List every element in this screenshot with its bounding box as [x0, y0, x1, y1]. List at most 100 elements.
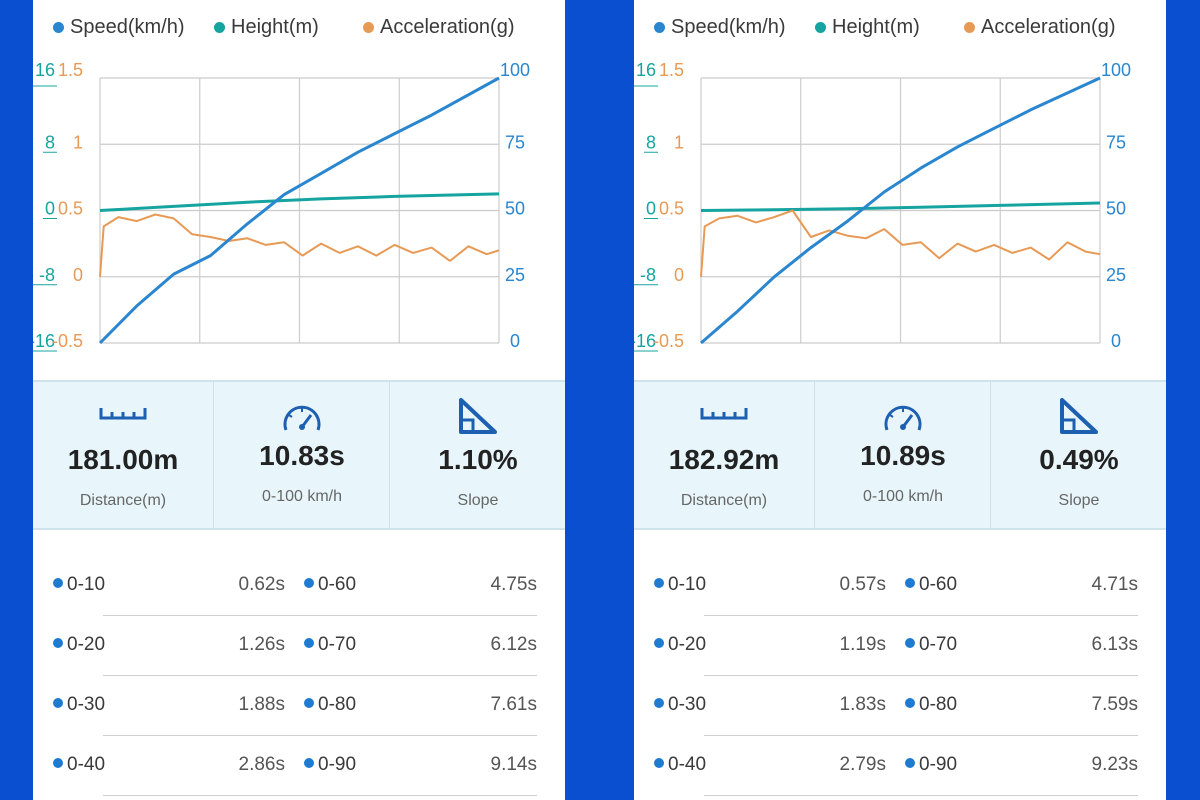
split-dot [905, 637, 915, 648]
split-time-right: 9.23s [1091, 754, 1138, 775]
legend-dot-height [815, 22, 826, 33]
legend-speed-label: Speed(km/h) [671, 16, 786, 38]
axis-tick-label: 75 [1106, 132, 1126, 152]
split-time-left: 1.26s [238, 634, 285, 655]
split-dot [654, 757, 664, 768]
legend-speed[interactable]: Speed(km/h) [53, 16, 185, 39]
result-panel-left: Speed(km/h) Height(m) Acceleration(g) 16… [33, 0, 565, 800]
split-time-left: 0.57s [839, 574, 886, 595]
split-dot [304, 577, 314, 588]
legend-accel[interactable]: Acceleration(g) [363, 16, 515, 39]
divider [704, 615, 1138, 616]
split-dot [905, 697, 915, 708]
split-time-right: 6.12s [490, 634, 537, 655]
split-dot [53, 637, 63, 648]
axis-tick-label: 25 [1106, 265, 1126, 285]
legend-dot-speed [53, 22, 64, 33]
axis-tick-label: 1.5 [58, 60, 83, 80]
series-line-accel [99, 213, 500, 277]
divider [704, 735, 1138, 736]
axis-tick-label: -8 [640, 265, 656, 285]
split-range: 0-20 [67, 634, 106, 655]
speedometer-icon [283, 405, 321, 431]
split-range: 0-90 [919, 754, 958, 775]
axis-tick-label: 16 [636, 60, 656, 80]
split-range: 0-30 [668, 694, 707, 715]
split-label-right: 0-70 [905, 634, 957, 656]
split-label-right: 0-90 [304, 754, 356, 776]
legend-accel[interactable]: Acceleration(g) [964, 16, 1116, 39]
split-row: 0-40 2.86s 0-90 9.14s [33, 736, 565, 796]
split-dot [53, 697, 63, 708]
split-range: 0-80 [318, 694, 357, 715]
slope-card: 1.10% Slope [389, 382, 565, 528]
series-line-speed [700, 76, 1101, 345]
axis-tick-label: 100 [500, 60, 530, 80]
legend-height[interactable]: Height(m) [214, 16, 319, 39]
split-row: 0-20 1.26s 0-70 6.12s [33, 616, 565, 676]
distance-value: 182.92m [668, 444, 780, 475]
axis-tick-label: 0.5 [58, 199, 83, 219]
time-card: 10.83s 0-100 km/h [213, 382, 390, 528]
axis-tick-label: -0.5 [653, 331, 684, 351]
time-label: 0-100 km/h [261, 488, 343, 505]
legend-speed[interactable]: Speed(km/h) [654, 16, 786, 39]
split-dot [304, 637, 314, 648]
slope-value: 1.10% [438, 444, 518, 475]
split-time-left: 2.86s [238, 754, 285, 775]
split-time-right: 9.14s [490, 754, 537, 775]
divider [103, 615, 537, 616]
legend-dot-speed [654, 22, 665, 33]
split-range: 0-60 [318, 574, 357, 595]
axis-tick-label: 16 [35, 60, 55, 80]
time-card: 10.89s 0-100 km/h [814, 382, 991, 528]
split-label-left: 0-20 [53, 634, 105, 656]
series-line-height [99, 192, 500, 212]
axis-tick-label: 0 [510, 331, 520, 351]
split-range: 0-60 [919, 574, 958, 595]
axis-tick-label: 8 [646, 132, 656, 152]
split-label-left: 0-40 [654, 754, 706, 776]
chart-legend: Speed(km/h) Height(m) Acceleration(g) [634, 12, 1166, 44]
split-label-left: 0-40 [53, 754, 105, 776]
split-dot [905, 757, 915, 768]
divider [103, 795, 537, 796]
split-time-right: 6.13s [1091, 634, 1138, 655]
axis-tick-label: 100 [1101, 60, 1131, 80]
divider [704, 795, 1138, 796]
distance-card: 181.00m Distance(m) [33, 382, 213, 528]
split-label-right: 0-90 [905, 754, 957, 776]
divider [704, 675, 1138, 676]
split-time-left: 2.79s [839, 754, 886, 775]
split-row: 0-20 1.19s 0-70 6.13s [634, 616, 1166, 676]
legend-accel-label: Acceleration(g) [380, 16, 515, 38]
split-range: 0-90 [318, 754, 357, 775]
slope-icon [459, 398, 497, 434]
split-time-right: 7.61s [490, 694, 537, 715]
result-panel-right: Speed(km/h) Height(m) Acceleration(g) 16… [634, 0, 1166, 800]
split-label-left: 0-10 [654, 574, 706, 596]
distance-label: Distance(m) [680, 492, 768, 509]
axis-tick-label: 0.5 [659, 199, 684, 219]
axis-tick-label: 0 [73, 265, 83, 285]
split-range: 0-80 [919, 694, 958, 715]
summary-bar: 181.00m Distance(m) 10.83s 0-100 km/h 1.… [33, 380, 565, 530]
split-range: 0-10 [668, 574, 707, 595]
slope-card: 0.49% Slope [990, 382, 1166, 528]
legend-accel-label: Acceleration(g) [981, 16, 1116, 38]
divider [103, 675, 537, 676]
axis-tick-label: 0 [1111, 331, 1121, 351]
slope-value: 0.49% [1039, 444, 1119, 475]
series-line-speed [98, 76, 500, 345]
legend-height[interactable]: Height(m) [815, 16, 920, 39]
split-time-left: 1.88s [238, 694, 285, 715]
axis-tick-label: 1 [73, 132, 83, 152]
axis-tick-label: -16 [33, 331, 55, 351]
slope-label: Slope [457, 492, 499, 509]
split-dot [304, 757, 314, 768]
split-dot [905, 577, 915, 588]
split-range: 0-30 [67, 694, 106, 715]
split-label-left: 0-30 [654, 694, 706, 716]
split-dot [53, 577, 63, 588]
